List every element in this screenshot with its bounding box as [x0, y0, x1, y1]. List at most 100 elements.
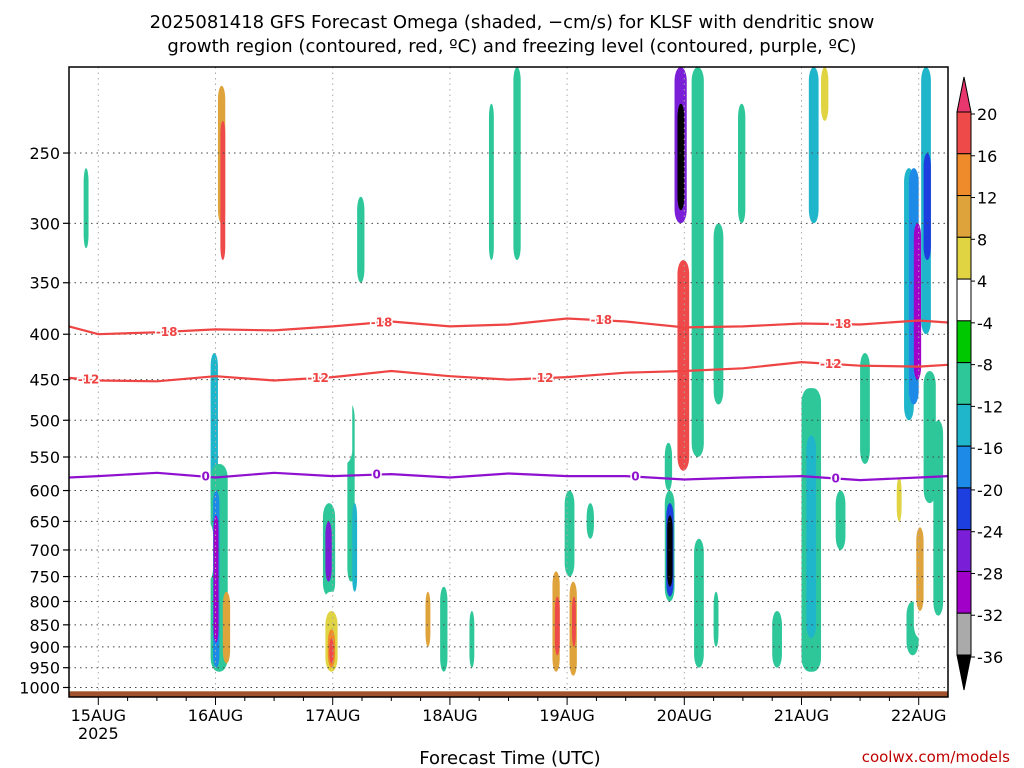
pressure-tick-label: 650 [29, 512, 60, 531]
colorbar-extend-top [956, 76, 972, 113]
omega-blob [677, 260, 690, 471]
omega-blob [528, 85, 538, 315]
colorbar-label: -28 [977, 564, 1003, 583]
omega-blob [557, 67, 565, 421]
omega-blob [308, 67, 319, 354]
temperature-contours: -18 -18 -18 -18 -12 -12 -12 -12 0 0 0 0 [68, 312, 949, 487]
omega-blob [352, 503, 358, 592]
pressure-tick-label: 950 [29, 659, 60, 678]
colorbar-label: 8 [977, 230, 987, 249]
omega-blob [664, 624, 685, 672]
omega-blob [222, 591, 231, 664]
colorbar-label: 20 [977, 105, 997, 124]
omega-blob [620, 85, 629, 197]
pressure-tick-label: 300 [29, 214, 60, 233]
omega-blob [923, 370, 936, 504]
source-credit: coolwx.com/models [862, 748, 1010, 766]
colorbar-box [956, 487, 972, 531]
pressure-tick-label: 1000 [19, 678, 60, 697]
omega-blob [440, 586, 448, 672]
omega-blob [479, 538, 489, 639]
contour-label: 0 [832, 471, 840, 485]
omega-blob [703, 370, 714, 436]
time-tick-label: 16AUG [188, 706, 243, 725]
time-tick-label: 17AUG [305, 706, 360, 725]
omega-blob [571, 596, 576, 647]
colorbar-label: -8 [977, 356, 993, 375]
omega-blob [95, 67, 101, 380]
pressure-tick-label: 900 [29, 638, 60, 657]
contour-label: -12 [820, 357, 842, 371]
omega-blob [469, 610, 475, 668]
colorbar-box [956, 111, 972, 155]
colorbar-label: -24 [977, 523, 1003, 542]
omega-blob [677, 103, 685, 211]
omega-blob [357, 196, 365, 283]
colorbar-label: -12 [977, 397, 1003, 416]
omega-blob [108, 67, 113, 335]
omega-blob [664, 442, 673, 491]
colorbar-box [956, 570, 972, 614]
omega-blob [230, 420, 240, 550]
omega-blob [923, 153, 931, 261]
time-tick-label: 18AUG [422, 706, 477, 725]
omega-blob [808, 67, 819, 224]
contour-line [68, 471, 949, 482]
pressure-tick-label: 700 [29, 541, 60, 560]
omega-blob [896, 477, 902, 522]
omega-blob [933, 420, 944, 616]
omega-blob [269, 85, 277, 211]
omega-blob [667, 515, 673, 587]
colorbar-box [956, 403, 972, 447]
omega-blob [713, 223, 724, 405]
omega-blob [691, 67, 704, 457]
contour-label: -12 [78, 373, 100, 387]
omega-blob [564, 490, 575, 577]
omega-blob [513, 67, 521, 261]
omega-blob [498, 85, 509, 224]
time-tick-label: 21AUG [774, 706, 829, 725]
omega-colorbar: 20 16 12 8 4 -4 -8 -12 -16 -20 -24 -28 -32 -36 [956, 76, 1003, 691]
omega-blob [425, 591, 431, 647]
colorbar-label: -36 [977, 648, 1003, 667]
surface-terrain [69, 691, 948, 697]
omega-blob [576, 103, 585, 335]
colorbar-box [956, 153, 972, 197]
omega-blob [821, 67, 829, 121]
omega-blob [200, 521, 214, 582]
contour-label: -12 [532, 371, 554, 385]
pressure-tick-label: 600 [29, 482, 60, 501]
omega-blob [916, 527, 924, 611]
colorbar-box [956, 195, 972, 238]
colorbar-box [956, 445, 972, 489]
pressure-tick-label: 400 [29, 325, 60, 344]
omega-blob [381, 67, 392, 197]
omega-blob [186, 67, 194, 294]
omega-blob [752, 67, 763, 121]
contour-label: -18 [590, 313, 612, 327]
omega-blob [694, 538, 704, 668]
x-axis-label: Forecast Time (UTC) [419, 748, 600, 768]
pressure-tick-label: 850 [29, 616, 60, 635]
colorbar-label: -16 [977, 439, 1003, 458]
contour-label: -18 [371, 315, 393, 329]
grid-lines [69, 67, 948, 697]
omega-blob [738, 103, 746, 224]
pressure-tick-label: 550 [29, 448, 60, 467]
omega-blob [713, 591, 719, 647]
contour-label: -18 [830, 317, 852, 331]
contour-line [68, 317, 949, 336]
colorbar-box [956, 612, 972, 656]
pressure-tick-label: 750 [29, 568, 60, 587]
colorbar-label: 16 [977, 147, 997, 166]
time-tick-label: 22AUG [891, 706, 946, 725]
contour-label: -18 [156, 325, 178, 339]
pressure-tick-label: 800 [29, 592, 60, 611]
omega-blob [488, 103, 494, 261]
omega-blob [449, 67, 455, 154]
omega-blob [835, 490, 846, 550]
colorbar-label: -32 [977, 606, 1003, 625]
omega-blob [83, 168, 89, 249]
contour-label: 0 [372, 468, 380, 482]
chart-title-line-2: growth region (contoured, red, ºC) and f… [167, 36, 856, 57]
